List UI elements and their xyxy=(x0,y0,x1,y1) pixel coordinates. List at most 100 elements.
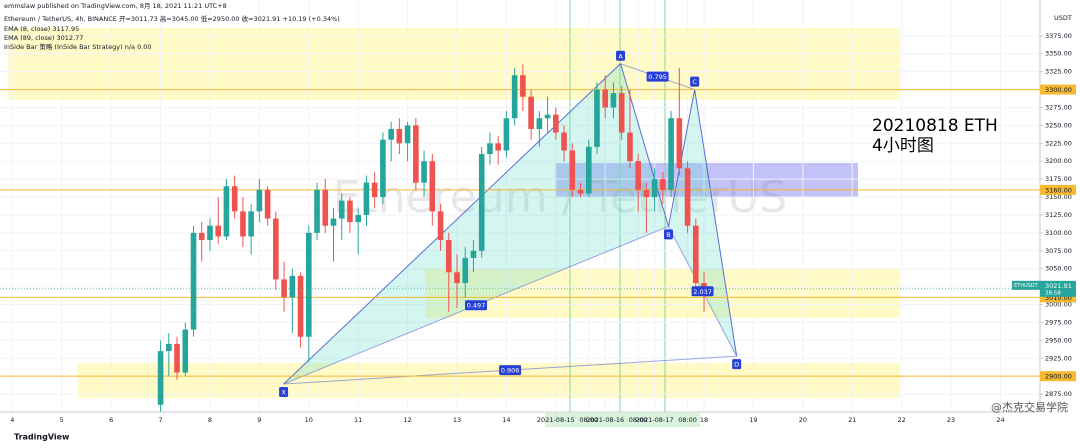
x-tick-label: 14 xyxy=(502,416,510,424)
pattern-point-box xyxy=(663,229,673,240)
candle-body xyxy=(454,272,460,284)
pattern-point-box xyxy=(732,359,742,370)
candle-body xyxy=(445,240,452,273)
x-tick-label: 13 xyxy=(453,416,461,424)
x-tick-label: 5 xyxy=(60,416,64,424)
y-tick-label: 3075.00 xyxy=(1045,247,1072,255)
pattern-point-box xyxy=(616,50,626,61)
publisher: emmslaw published on TradingView.com, 8月… xyxy=(4,2,227,10)
candle-body xyxy=(281,279,287,298)
pattern-point-label: C xyxy=(692,78,697,86)
candle-body xyxy=(305,232,312,337)
ratio-label: 0.497 xyxy=(467,302,486,310)
y-tick-label: 2925.00 xyxy=(1045,354,1072,362)
last-price-name: ETHUSDT xyxy=(1014,283,1039,289)
y-tick-label: 3325.00 xyxy=(1045,68,1072,76)
y-tick-label: 3050.00 xyxy=(1045,265,1072,273)
y-tick-label: 3375.00 xyxy=(1045,32,1072,40)
candle-body xyxy=(371,182,378,198)
candle-body xyxy=(536,118,543,129)
last-price-name-tag xyxy=(1012,280,1040,290)
candle-body xyxy=(495,143,501,151)
candle-body xyxy=(297,275,304,337)
candle-body xyxy=(668,118,674,190)
candle-body xyxy=(627,132,633,162)
candle-body xyxy=(520,75,526,97)
candle-body xyxy=(437,211,444,241)
price-line-label: 3010.00 xyxy=(1045,294,1072,302)
ratio-label: 0.906 xyxy=(501,367,520,375)
y-tick-label: 3175.00 xyxy=(1045,175,1072,183)
candle-body xyxy=(190,232,197,330)
annotation: 20210818 ETH xyxy=(872,116,998,136)
pattern-point-label: B xyxy=(666,231,670,239)
candle-body xyxy=(273,218,279,280)
pattern-point-label: A xyxy=(618,52,623,60)
candle-body xyxy=(569,150,576,190)
y-tick-label: 3275.00 xyxy=(1045,103,1072,111)
price-line-tag xyxy=(1040,292,1076,303)
candle-body xyxy=(511,75,518,119)
candle-body xyxy=(174,343,180,373)
pattern-leg xyxy=(283,63,621,385)
x-tick-label: 11 xyxy=(354,416,362,424)
y-tick-label: 3150.00 xyxy=(1045,193,1072,201)
x-tick-label: 08:00 xyxy=(629,416,648,424)
candle-body xyxy=(338,200,345,219)
annotation: 4小时图 xyxy=(872,136,934,156)
x-tick-label: 2021-08-17 xyxy=(636,416,674,424)
x-tick-label: 8 xyxy=(208,416,212,424)
candle-body xyxy=(264,189,271,219)
axis-unit: USDT xyxy=(1054,14,1072,22)
time-highlight xyxy=(545,413,700,427)
candle-body xyxy=(553,114,559,133)
ratio-label: 2.037 xyxy=(693,288,712,296)
candle-body xyxy=(635,161,641,190)
candle-body xyxy=(462,257,469,284)
candle-body xyxy=(594,89,600,147)
x-tick-label: 22 xyxy=(898,416,906,424)
candle-body xyxy=(330,218,337,226)
y-tick-label: 2950.00 xyxy=(1045,336,1072,344)
candle-body xyxy=(421,161,427,183)
y-tick-label: 3200.00 xyxy=(1045,157,1072,165)
x-tick-label: 12 xyxy=(403,416,411,424)
price-line-tag xyxy=(1040,184,1076,195)
pattern-point-label: X xyxy=(281,389,286,397)
candle-body xyxy=(618,93,625,133)
x-tick-label: 10 xyxy=(305,416,313,424)
ratio-box xyxy=(646,71,669,82)
candle-body xyxy=(561,132,567,151)
candle-body xyxy=(684,168,691,226)
candle-body xyxy=(692,225,699,284)
candle-body xyxy=(660,179,666,190)
demand-zone xyxy=(425,268,900,318)
candle-body xyxy=(585,146,592,194)
candle-body xyxy=(528,96,534,129)
ratio-label: 0.795 xyxy=(648,73,667,81)
pattern-leg xyxy=(620,63,669,227)
demand-zone xyxy=(78,363,900,398)
supply-zone xyxy=(8,28,900,100)
y-tick-label: 3000.00 xyxy=(1045,301,1072,309)
pattern-point-label: D xyxy=(734,361,739,369)
candle-body xyxy=(182,329,189,373)
price-line-tag xyxy=(1040,371,1076,382)
x-tick-label: 20 xyxy=(799,416,807,424)
candle-body xyxy=(380,139,386,198)
candle-body xyxy=(577,189,584,194)
candle-body xyxy=(322,189,329,226)
x-tick-label: 19 xyxy=(749,416,757,424)
indicator: EMA (8, close) 3117.95 xyxy=(4,25,79,33)
candle-body xyxy=(487,143,493,155)
last-price-label: 3021.91 xyxy=(1045,282,1072,290)
candle-body xyxy=(478,154,485,251)
candle-body xyxy=(207,225,213,241)
price-line-label: 3300.00 xyxy=(1045,86,1072,94)
y-tick-label: 2875.00 xyxy=(1045,390,1072,398)
candle-body xyxy=(289,275,296,298)
y-tick-label: 3350.00 xyxy=(1045,50,1072,58)
candle-body xyxy=(314,189,320,233)
candle-body xyxy=(651,179,658,198)
y-tick-label: 2975.00 xyxy=(1045,318,1072,326)
